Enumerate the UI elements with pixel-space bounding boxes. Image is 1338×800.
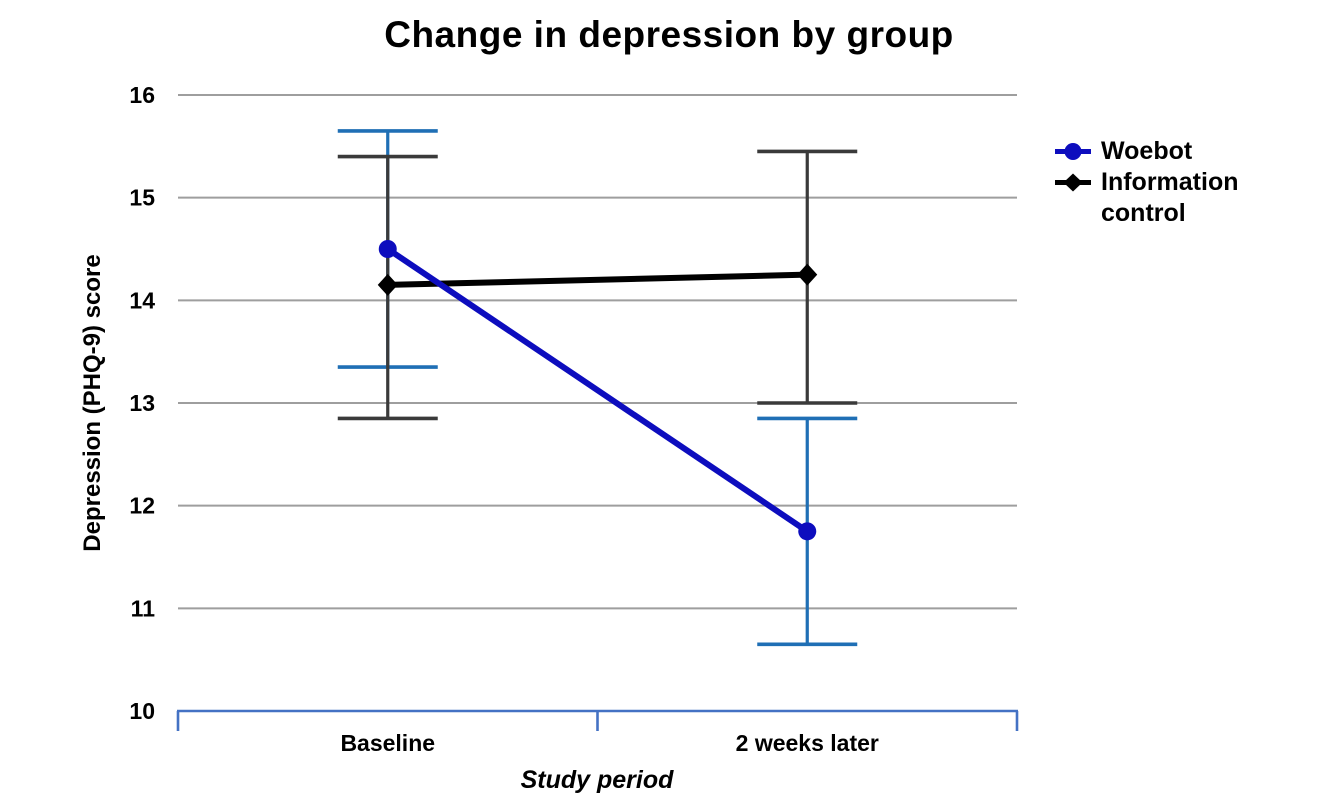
- legend: Woebot Information control: [1054, 136, 1269, 229]
- series-line-information-control: [387, 271, 808, 288]
- legend-item-information-control: Information control: [1054, 167, 1269, 229]
- x-tick-label-baseline: Baseline: [340, 730, 435, 756]
- y-tick-label-11: 11: [131, 595, 156, 621]
- legend-label-woebot: Woebot: [1101, 137, 1193, 165]
- y-tick-label-15: 15: [129, 185, 155, 211]
- legend-label-information-control: Information control: [1101, 168, 1239, 227]
- data-point-woebot-baseline: [378, 240, 397, 258]
- data-point-woebot-2-weeks-later: [798, 522, 817, 541]
- series-line-woebot: [386, 246, 809, 534]
- legend-item-woebot: Woebot: [1054, 136, 1269, 167]
- chart-title: Change in depression by group: [384, 14, 954, 55]
- data-point-information-control-2-weeks-later: [797, 263, 818, 286]
- data-point-information-control-baseline: [377, 273, 398, 296]
- y-tick-label-14: 14: [129, 287, 155, 313]
- woebot-line-circle-marker-icon: [1055, 143, 1091, 160]
- y-tick-label-12: 12: [129, 493, 155, 519]
- y-tick-label-13: 13: [129, 390, 155, 416]
- y-tick-label-16: 16: [129, 82, 155, 108]
- x-axis-title: Study period: [520, 766, 674, 794]
- y-tick-label-10: 10: [129, 698, 155, 724]
- x-tick-label-2-weeks-later: 2 weeks later: [736, 730, 879, 756]
- information-control-line-diamond-marker-icon: [1055, 173, 1091, 192]
